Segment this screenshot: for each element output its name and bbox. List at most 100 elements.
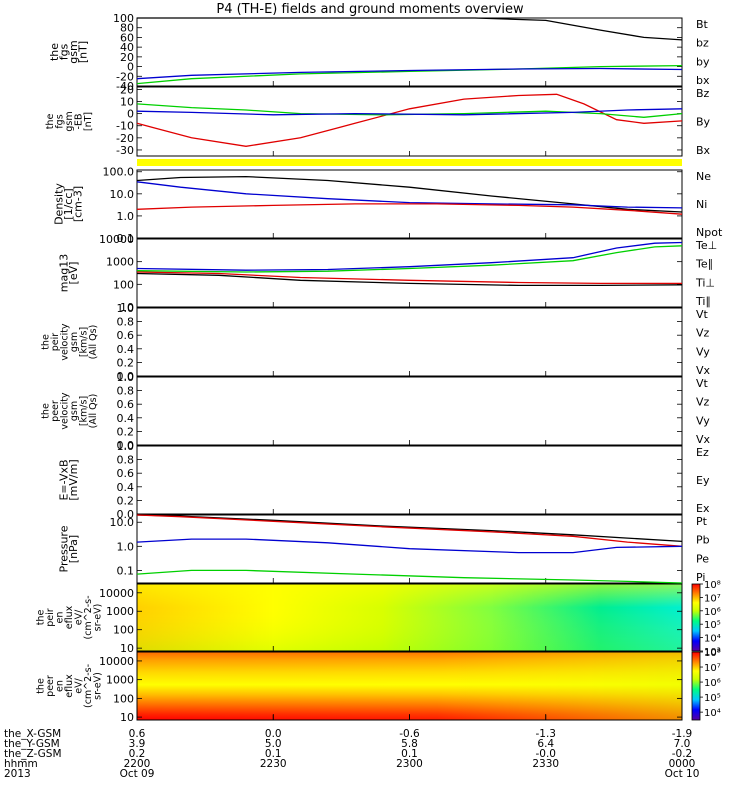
x-axis-tick-label: 2330 — [532, 758, 559, 770]
x-axis-tick-label: 5.8 — [401, 738, 418, 750]
x-axis-tick-label: 6.4 — [537, 738, 554, 750]
y-tick-label: 10 — [120, 301, 134, 314]
y-axis-label: eV/ — [74, 677, 85, 693]
colorbar-tick-label: 10⁷ — [704, 593, 721, 604]
y-axis-label: [nT] — [76, 41, 89, 63]
legend-item: Vt — [696, 308, 709, 321]
x-axis-tick-label: 0.1 — [265, 748, 282, 760]
x-axis-tick-label: 0.0 — [265, 728, 282, 740]
series-Ne — [136, 203, 683, 215]
y-tick-label: 0.4 — [117, 343, 135, 356]
y-axis-label: [km/s] — [78, 327, 89, 357]
y-tick-label: 10.0 — [110, 188, 135, 201]
y-axis-label: -EB — [74, 114, 85, 130]
y-tick-label: 10000 — [99, 233, 134, 246]
series-Te∥ — [136, 272, 683, 287]
legend-item: Bz — [696, 87, 710, 100]
y-tick-label: -20 — [116, 132, 134, 145]
x-axis-tick-label: 7.0 — [674, 738, 691, 750]
series-Ni — [136, 175, 683, 213]
legend-item: Ni — [696, 198, 707, 211]
y-axis-label: eV/ — [74, 609, 85, 625]
colorbar — [691, 583, 701, 652]
legend-item: Vz — [696, 327, 710, 340]
x-axis-tick-label: Oct 09 — [120, 768, 155, 780]
y-tick-label: 0.2 — [117, 494, 135, 507]
panel-stack: 100806040200-20-40thefgsgsm[nT]Btbzbybx2… — [36, 12, 723, 724]
y-axis-label: the — [45, 114, 56, 130]
y-axis-label: gsm — [69, 332, 80, 352]
y-tick-label: 0.6 — [117, 467, 135, 480]
legend-item: Ti∥ — [695, 295, 711, 308]
y-tick-label: 0.8 — [117, 316, 135, 329]
y-axis-label: sr-eV) — [93, 604, 104, 632]
y-axis-label: the — [36, 678, 47, 694]
y-axis-label: eflux — [64, 605, 75, 629]
legend-item: bx — [696, 74, 710, 87]
x-axis-tick-label: -1.3 — [536, 728, 557, 740]
series-Pb — [136, 514, 683, 547]
x-axis-tick-label: 2230 — [260, 758, 287, 770]
colorbar-tick-label: 10⁶ — [704, 678, 721, 689]
colorbar-tick-label: 10⁸ — [704, 580, 721, 591]
series-Ti∥ — [136, 245, 683, 273]
series-bx — [136, 67, 683, 80]
y-tick-label: 100 — [113, 692, 134, 705]
legend-item: By — [696, 116, 711, 129]
y-axis-label: en — [55, 680, 66, 692]
series-by — [136, 64, 683, 85]
y-axis-label: peir — [45, 608, 56, 627]
y-tick-label: 100 — [113, 624, 134, 637]
legend-item: Vt — [696, 377, 709, 390]
y-tick-label: 0.8 — [117, 454, 135, 467]
y-axis-label: [1/cc] — [62, 188, 75, 219]
x-axis-tick-label: 3.9 — [129, 738, 146, 750]
series-Te⊥ — [136, 271, 682, 285]
series-Pe — [136, 569, 683, 584]
colorbar-tick-label: 10⁴ — [704, 708, 721, 719]
x-axis-tick-label: 2200 — [124, 758, 151, 770]
legend-item: Ti⊥ — [695, 276, 715, 289]
panel-frame — [136, 307, 683, 377]
panel-6: 1.00.80.60.40.20.0thepeervelocitygsm[km/… — [40, 371, 710, 452]
y-axis-label: gsm — [69, 401, 80, 421]
y-axis-label: [nT] — [83, 112, 94, 131]
panel-3: 100.0 10.0 1.0 0.1 Density[1/cc][cm-3] Ne Ni Np… — [53, 166, 723, 245]
ion-spectrogram-shading — [137, 584, 682, 651]
x-axis-tick-label: Oct 10 — [665, 768, 700, 780]
y-axis-label: (cm^2-s- — [83, 664, 94, 708]
y-axis-label: fgs — [55, 114, 66, 128]
y-tick-label: 0.0 — [117, 439, 135, 452]
y-tick-label: 0.6 — [117, 329, 135, 342]
y-axis-label: peer — [45, 675, 56, 697]
x-axis-tick-label: -1.9 — [672, 728, 693, 740]
legend-item: by — [696, 55, 710, 68]
legend-item: Pe — [696, 552, 709, 565]
y-axis-label: velocity — [59, 323, 70, 361]
y-axis-label: (cm^2-s- — [83, 596, 94, 640]
electron-spectrogram-shading — [137, 652, 682, 720]
y-tick-label: 20 — [120, 83, 134, 96]
legend-item: Vz — [696, 396, 710, 409]
x-axis-tick-label: 0.6 — [129, 728, 146, 740]
x-axis-tick-label: 5.0 — [265, 738, 282, 750]
y-axis-label: Pressure — [57, 525, 70, 572]
legend-item: Vx — [696, 433, 711, 446]
panel-frame — [136, 86, 683, 157]
panel-frame — [136, 376, 683, 446]
y-tick-label: -20 — [116, 70, 134, 83]
y-tick-label: 100.0 — [103, 166, 135, 179]
y-tick-label: 0.2 — [117, 356, 135, 369]
y-axis-label: fgs — [57, 43, 70, 60]
legend-item: Vx — [696, 364, 711, 377]
y-axis-label: E=-VxB — [57, 459, 70, 500]
legend-item: Ne — [696, 170, 711, 183]
y-tick-label: 0.4 — [117, 481, 135, 494]
y-axis-label: eflux — [64, 674, 75, 698]
legend-item: Pt — [696, 515, 708, 528]
colorbar — [691, 651, 701, 721]
series-Pt — [136, 514, 683, 543]
y-axis-label: peir — [50, 333, 61, 352]
legend-item: Ey — [696, 474, 710, 487]
